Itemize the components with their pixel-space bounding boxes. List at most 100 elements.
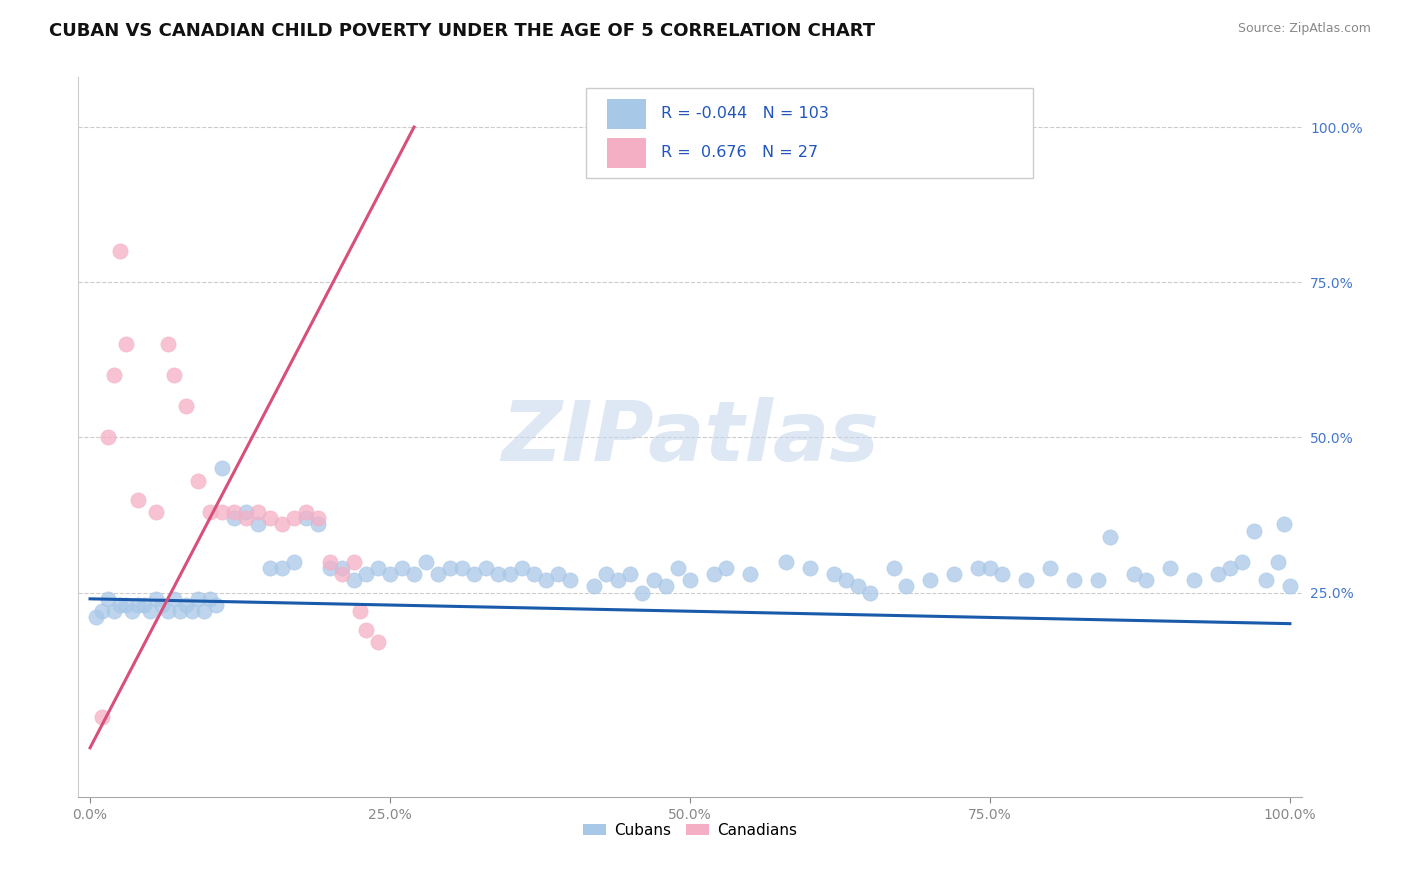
Point <box>157 337 180 351</box>
Point <box>222 511 245 525</box>
Point <box>1230 555 1253 569</box>
Text: CUBAN VS CANADIAN CHILD POVERTY UNDER THE AGE OF 5 CORRELATION CHART: CUBAN VS CANADIAN CHILD POVERTY UNDER TH… <box>49 22 876 40</box>
Point <box>894 579 917 593</box>
Point <box>127 492 149 507</box>
Point <box>1063 573 1085 587</box>
Point <box>295 505 318 519</box>
Point <box>427 566 450 581</box>
Point <box>558 573 581 587</box>
Point <box>823 566 845 581</box>
Point <box>979 561 1001 575</box>
Point <box>115 337 138 351</box>
Point <box>367 635 389 649</box>
Point <box>703 566 725 581</box>
Point <box>283 511 305 525</box>
Point <box>235 505 257 519</box>
Point <box>534 573 557 587</box>
Point <box>343 555 366 569</box>
Point <box>439 561 461 575</box>
Legend: Cubans, Canadians: Cubans, Canadians <box>578 816 803 844</box>
Point <box>97 591 120 606</box>
Point <box>666 561 689 575</box>
Point <box>1206 566 1229 581</box>
Text: ZIPatlas: ZIPatlas <box>501 397 879 478</box>
Point <box>247 517 270 532</box>
Point <box>198 505 221 519</box>
Point <box>1272 517 1295 532</box>
Point <box>259 561 281 575</box>
Point <box>595 566 617 581</box>
Point <box>714 561 737 575</box>
Point <box>247 505 270 519</box>
Point <box>235 511 257 525</box>
Point <box>378 566 401 581</box>
Point <box>145 505 167 519</box>
Point <box>271 561 294 575</box>
Point <box>619 566 641 581</box>
Point <box>150 598 173 612</box>
Point <box>1219 561 1241 575</box>
Text: R =  0.676   N = 27: R = 0.676 N = 27 <box>661 145 818 161</box>
Point <box>145 591 167 606</box>
Point <box>271 517 294 532</box>
Point <box>523 566 546 581</box>
Point <box>349 604 371 618</box>
Point <box>918 573 941 587</box>
Point <box>139 604 162 618</box>
Point <box>643 573 665 587</box>
Point <box>415 555 437 569</box>
Point <box>205 598 228 612</box>
FancyBboxPatch shape <box>586 88 1032 178</box>
Point <box>510 561 533 575</box>
Point <box>222 505 245 519</box>
Point <box>354 623 377 637</box>
Point <box>354 566 377 581</box>
Point <box>835 573 858 587</box>
Point <box>132 598 155 612</box>
Point <box>942 566 965 581</box>
Point <box>367 561 389 575</box>
Point <box>451 561 474 575</box>
Point <box>1243 524 1265 538</box>
Point <box>1135 573 1157 587</box>
Point <box>738 566 761 581</box>
Point <box>991 566 1014 581</box>
Point <box>1182 573 1205 587</box>
Point <box>259 511 281 525</box>
Point <box>655 579 678 593</box>
Point <box>846 579 869 593</box>
Point <box>211 461 233 475</box>
Point <box>169 604 191 618</box>
Point <box>187 474 209 488</box>
Point <box>631 585 654 599</box>
Point <box>1098 530 1121 544</box>
Point <box>1159 561 1181 575</box>
FancyBboxPatch shape <box>607 99 645 129</box>
Point <box>330 566 353 581</box>
Point <box>97 430 120 444</box>
Point <box>1015 573 1038 587</box>
Text: Source: ZipAtlas.com: Source: ZipAtlas.com <box>1237 22 1371 36</box>
Point <box>486 566 509 581</box>
Point <box>402 566 425 581</box>
Text: R = -0.044   N = 103: R = -0.044 N = 103 <box>661 106 828 121</box>
Point <box>343 573 366 587</box>
Point <box>859 585 882 599</box>
Point <box>319 555 342 569</box>
Point <box>607 573 630 587</box>
Point <box>1267 555 1289 569</box>
Point <box>84 610 107 624</box>
Point <box>91 604 114 618</box>
Point <box>103 368 125 383</box>
Point <box>187 591 209 606</box>
Point <box>391 561 413 575</box>
Point <box>157 604 180 618</box>
Point <box>163 591 186 606</box>
Point <box>330 561 353 575</box>
Point <box>108 244 131 259</box>
Point <box>181 604 204 618</box>
Point <box>775 555 797 569</box>
Point <box>115 598 138 612</box>
Point <box>799 561 821 575</box>
Point <box>307 517 329 532</box>
